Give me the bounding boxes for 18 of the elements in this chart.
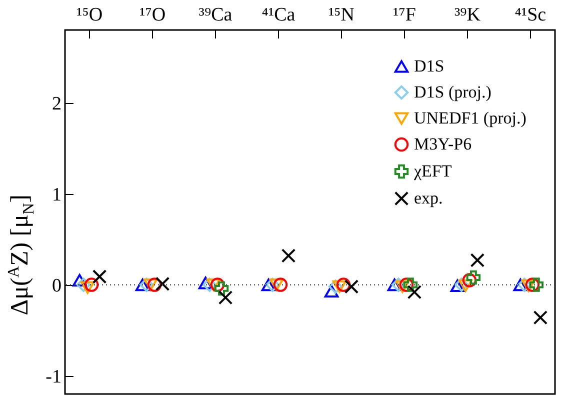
x-tick-label: ¹⁵O (76, 4, 103, 26)
x-tick-label: ¹⁷O (140, 4, 166, 26)
legend-label: M3Y-P6 (414, 134, 472, 154)
legend-label: D1S (proj.) (414, 82, 492, 102)
x-tick-label: ⁴¹Ca (262, 4, 296, 26)
legend-label: D1S (414, 56, 444, 76)
y-tick-label: -1 (46, 366, 62, 388)
x-tick-label: ¹⁷F (393, 4, 416, 26)
x-tick-label: ³⁹K (454, 4, 481, 26)
legend-label: UNEDF1 (proj.) (414, 108, 526, 128)
x-tick-label: ³⁹Ca (198, 4, 233, 26)
y-tick-label: 0 (52, 275, 62, 296)
legend-label: χEFT (413, 162, 452, 180)
x-tick-label: ¹⁵N (328, 4, 355, 26)
x-tick-label: ⁴¹Sc (514, 4, 546, 26)
y-tick-label: 2 (52, 93, 62, 114)
y-tick-label: 1 (52, 184, 62, 206)
legend-label: exp. (414, 188, 443, 208)
